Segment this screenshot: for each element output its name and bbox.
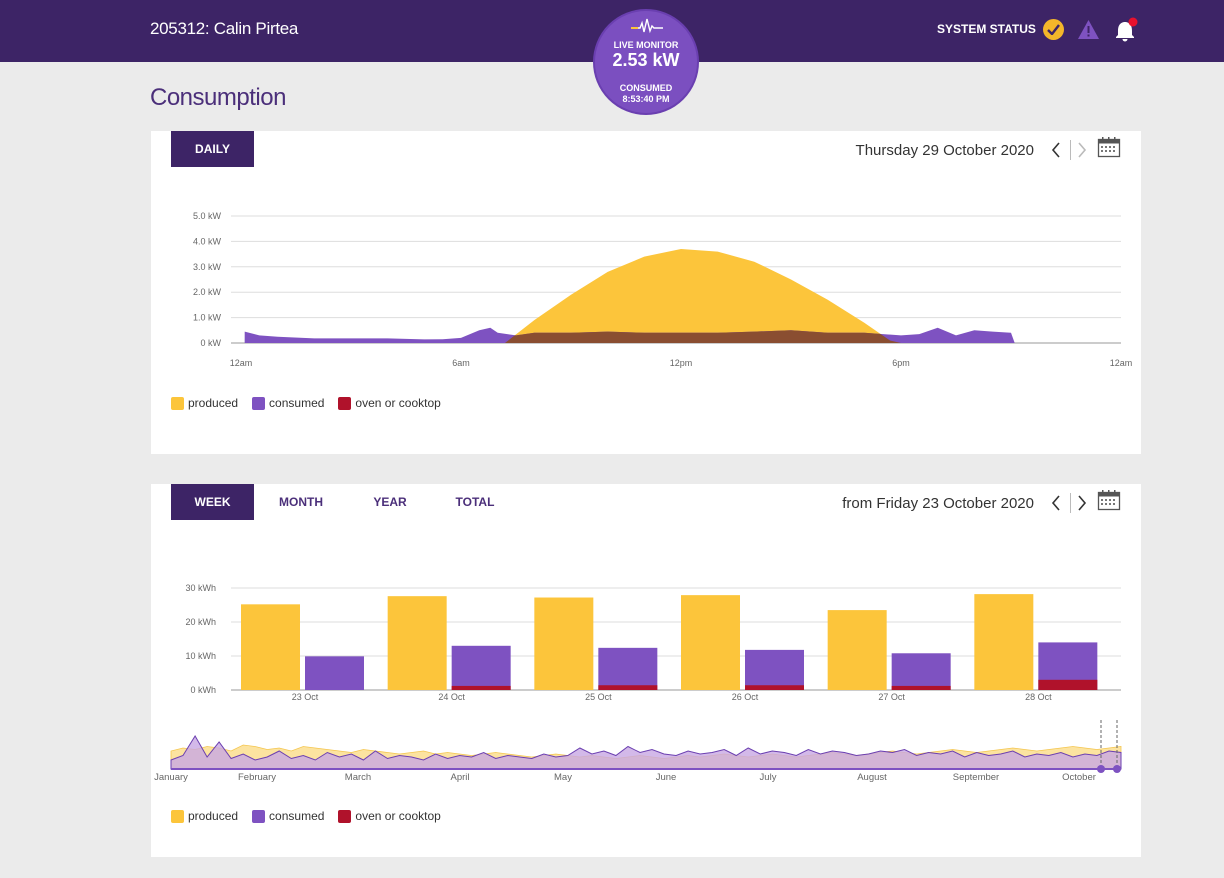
y-tick-label: 1.0 kW bbox=[193, 313, 222, 323]
tab-total[interactable]: TOTAL bbox=[455, 495, 495, 509]
y-tick-label: 0 kWh bbox=[190, 685, 216, 695]
x-tick-label: 25 Oct bbox=[585, 692, 612, 702]
chevron-left-icon[interactable] bbox=[1049, 493, 1063, 513]
daily-legend: produced consumed oven or cooktop bbox=[171, 396, 455, 410]
calendar-icon[interactable] bbox=[1097, 489, 1121, 511]
x-tick-label: 27 Oct bbox=[878, 692, 905, 702]
nav-separator bbox=[1070, 140, 1071, 160]
x-tick-label: 24 Oct bbox=[438, 692, 465, 702]
live-monitor-label: LIVE MONITOR bbox=[613, 40, 679, 50]
page-title: Consumption bbox=[150, 84, 286, 111]
chevron-right-icon bbox=[1078, 142, 1087, 158]
bar-produced bbox=[534, 597, 594, 690]
live-monitor-widget[interactable]: LIVE MONITOR 2.53 kW CONSUMED 8:53:40 PM bbox=[593, 9, 699, 115]
month-label: May bbox=[554, 772, 572, 783]
bar-produced bbox=[827, 610, 887, 690]
calendar-icon[interactable] bbox=[1097, 136, 1121, 158]
y-tick-label: 5.0 kW bbox=[193, 211, 222, 221]
y-tick-label: 2.0 kW bbox=[193, 287, 222, 297]
legend-produced[interactable]: produced bbox=[171, 809, 238, 823]
daily-chart-card: DAILY Thursday 29 October 2020 5.0 kW 4.0… bbox=[151, 131, 1141, 454]
bar-produced bbox=[974, 594, 1034, 690]
chevron-left-icon[interactable] bbox=[1049, 140, 1063, 160]
weekly-bar-chart: 30 kWh 20 kWh 10 kWh 0 kWh 23 Oct 24 Oct 25 Oc… bbox=[185, 583, 1121, 702]
series-produced-area bbox=[241, 249, 1121, 343]
daily-area-chart: 5.0 kW 4.0 kW 3.0 kW 2.0 kW 1.0 kW 0 kW 12am 6a… bbox=[193, 211, 1133, 368]
month-label: June bbox=[656, 772, 677, 783]
y-tick-label: 20 kWh bbox=[185, 617, 216, 627]
x-tick-label: 12am bbox=[1110, 358, 1133, 368]
x-tick-label: 12pm bbox=[670, 358, 693, 368]
pulse-icon bbox=[631, 18, 663, 34]
month-label: April bbox=[450, 772, 469, 783]
x-tick-label: 23 Oct bbox=[292, 692, 319, 702]
bar-oven bbox=[451, 685, 511, 690]
bar-produced bbox=[681, 595, 740, 690]
tab-month[interactable]: MONTH bbox=[279, 495, 323, 509]
range-start-handle bbox=[1097, 765, 1105, 773]
x-tick-label: 26 Oct bbox=[732, 692, 759, 702]
x-tick-label: 6pm bbox=[892, 358, 910, 368]
legend-consumed[interactable]: consumed bbox=[252, 396, 324, 410]
bar-oven bbox=[745, 685, 804, 690]
y-tick-label: 10 kWh bbox=[185, 651, 216, 661]
navigator-consumed-area bbox=[170, 735, 1122, 770]
legend-consumed[interactable]: consumed bbox=[252, 809, 324, 823]
daily-date-label: Thursday 29 October 2020 bbox=[855, 142, 1034, 159]
bar-oven bbox=[598, 685, 658, 690]
consumed-label: CONSUMED bbox=[619, 83, 673, 93]
bar-produced bbox=[241, 604, 300, 690]
month-label: March bbox=[345, 772, 371, 783]
x-tick-label: 28 Oct bbox=[1025, 692, 1052, 702]
account-name[interactable]: 205312: Calin Pirtea bbox=[150, 19, 299, 38]
x-tick-label: 12am bbox=[230, 358, 253, 368]
x-tick-label: 6am bbox=[452, 358, 470, 368]
month-label: July bbox=[760, 772, 777, 783]
month-label: August bbox=[857, 772, 887, 783]
legend-oven[interactable]: oven or cooktop bbox=[338, 396, 441, 410]
legend-produced[interactable]: produced bbox=[171, 396, 238, 410]
month-label: September bbox=[953, 772, 999, 783]
consumed-time: 8:53:40 PM bbox=[622, 94, 670, 104]
status-ok-icon[interactable] bbox=[1043, 19, 1064, 40]
bar-consumed bbox=[598, 647, 658, 690]
series-overlap-area bbox=[244, 327, 1015, 343]
bar-consumed bbox=[451, 645, 511, 690]
nav-separator bbox=[1070, 493, 1071, 513]
weekly-date-label: from Friday 23 October 2020 bbox=[842, 495, 1034, 512]
bar-oven bbox=[1038, 679, 1098, 690]
month-label: January bbox=[154, 772, 188, 783]
notification-bell-icon[interactable] bbox=[1114, 17, 1138, 43]
tab-daily[interactable]: DAILY bbox=[171, 131, 254, 167]
month-label: October bbox=[1062, 772, 1096, 783]
weekly-chart-card: WEEK MONTH YEAR TOTAL from Friday 23 Oct… bbox=[151, 484, 1141, 857]
tab-week[interactable]: WEEK bbox=[171, 484, 254, 520]
y-tick-label: 4.0 kW bbox=[193, 236, 222, 246]
bar-produced bbox=[387, 596, 447, 690]
weekly-legend: produced consumed oven or cooktop bbox=[171, 809, 455, 823]
y-tick-label: 0 kW bbox=[200, 338, 221, 348]
range-end-handle bbox=[1113, 765, 1121, 773]
warning-icon[interactable] bbox=[1077, 19, 1100, 40]
bar-consumed bbox=[745, 649, 804, 690]
range-navigator[interactable]: January February March April May June July Augu… bbox=[151, 716, 1141, 788]
y-tick-label: 30 kWh bbox=[185, 583, 216, 593]
bar-oven bbox=[891, 685, 951, 690]
y-tick-label: 3.0 kW bbox=[193, 262, 222, 272]
legend-oven[interactable]: oven or cooktop bbox=[338, 809, 441, 823]
chevron-right-icon[interactable] bbox=[1075, 493, 1089, 513]
bar-consumed bbox=[305, 656, 364, 690]
live-monitor-value: 2.53 kW bbox=[612, 50, 680, 70]
bar-consumed bbox=[891, 653, 951, 690]
tab-year[interactable]: YEAR bbox=[373, 495, 407, 509]
month-label: February bbox=[238, 772, 276, 783]
system-status-label[interactable]: SYSTEM STATUS bbox=[937, 22, 1036, 36]
